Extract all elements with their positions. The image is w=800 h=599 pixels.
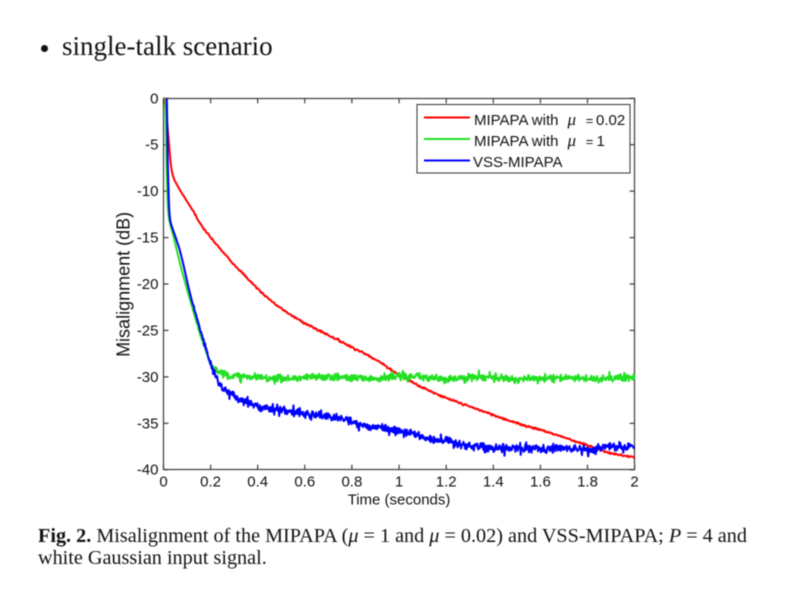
svg-text:2: 2 — [630, 474, 638, 491]
svg-text:-30: -30 — [137, 369, 159, 386]
svg-text:Time (seconds): Time (seconds) — [348, 492, 451, 509]
svg-text:Misalignment (dB): Misalignment (dB) — [113, 212, 133, 357]
svg-text:VSS-MIPAPA: VSS-MIPAPA — [473, 154, 562, 171]
svg-text:-20: -20 — [137, 276, 159, 293]
svg-text:0.2: 0.2 — [200, 474, 221, 491]
svg-text:1.4: 1.4 — [483, 474, 504, 491]
svg-text:-25: -25 — [137, 322, 159, 339]
svg-text:1.2: 1.2 — [436, 474, 457, 491]
svg-text:-40: -40 — [137, 462, 159, 479]
svg-text:1.8: 1.8 — [577, 474, 598, 491]
svg-text:0: 0 — [159, 474, 167, 491]
svg-text:-10: -10 — [137, 183, 159, 200]
svg-text:0.8: 0.8 — [341, 474, 362, 491]
svg-text:1.6: 1.6 — [530, 474, 551, 491]
svg-text:-35: -35 — [137, 415, 159, 432]
svg-text:0.4: 0.4 — [247, 474, 268, 491]
svg-text:0: 0 — [150, 90, 158, 107]
svg-text:1: 1 — [395, 474, 403, 491]
svg-text:0.6: 0.6 — [294, 474, 315, 491]
svg-text:-15: -15 — [137, 230, 159, 247]
svg-text:-5: -5 — [145, 137, 158, 154]
